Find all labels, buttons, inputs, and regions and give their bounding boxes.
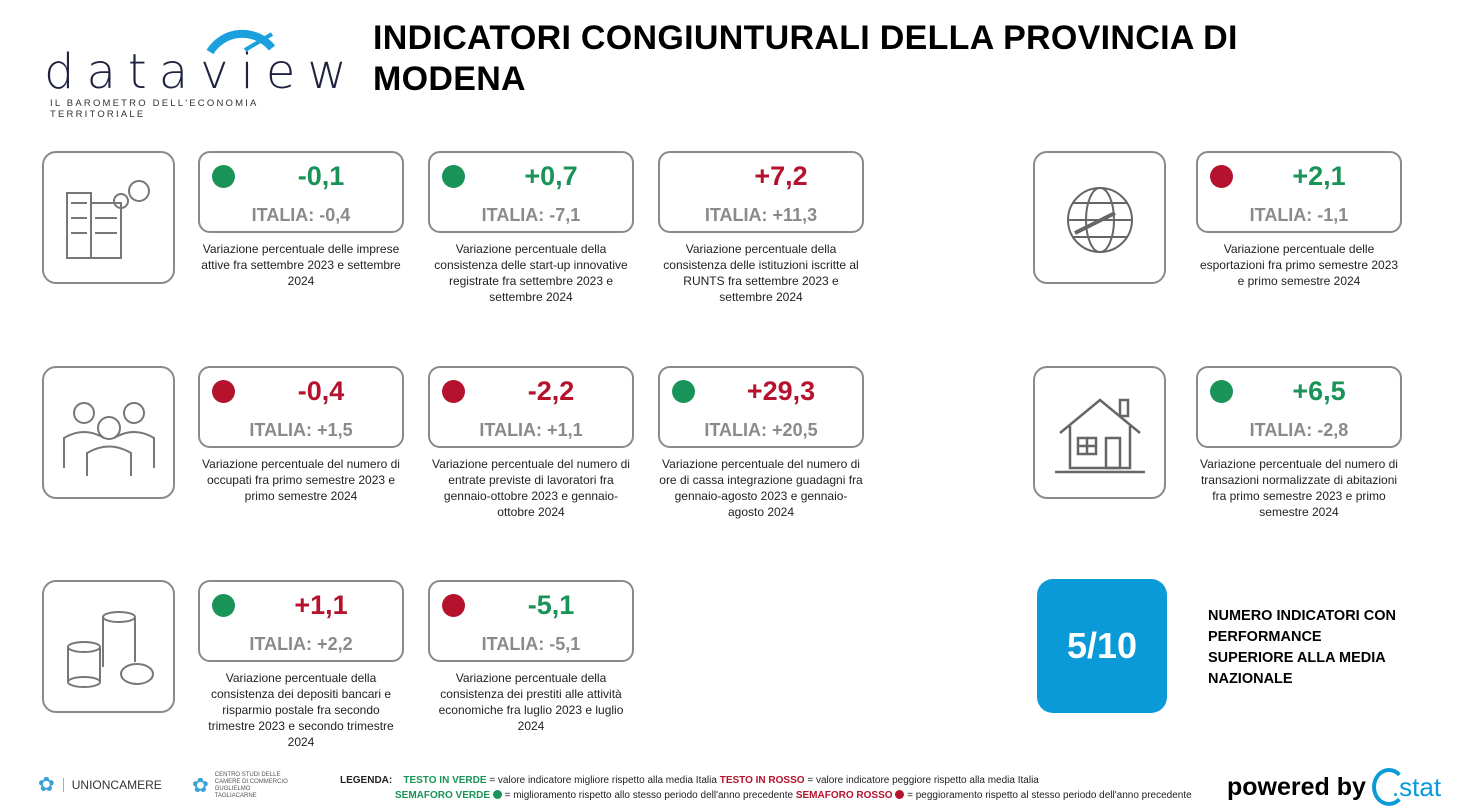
- indicator-card: +0,7 ITALIA: -7,1: [428, 151, 634, 233]
- indicator-value: +2,1: [1292, 161, 1346, 191]
- legend: LEGENDA: TESTO IN VERDE = valore indicat…: [340, 773, 1192, 803]
- legend-testo-verde: TESTO IN VERDE: [403, 775, 487, 786]
- logo-tagline: IL BAROMETRO DELL'ECONOMIA TERRITORIALE: [50, 98, 259, 120]
- legend-title: LEGENDA:: [340, 775, 393, 786]
- indicator-value: +0,7: [524, 161, 578, 191]
- powered-by-text: powered by: [1227, 772, 1366, 801]
- italia-value: ITALIA: -0,4: [251, 205, 351, 225]
- italia-value: ITALIA: +2,2: [249, 634, 353, 654]
- unioncamere-text: UNIONCAMERE: [62, 777, 162, 792]
- indicator-card: +7,2 ITALIA: +11,3: [658, 151, 864, 233]
- legend-testo-verde-desc: = valore indicatore migliore rispetto al…: [489, 775, 717, 786]
- indicator-card: +29,3 ITALIA: +20,5: [658, 366, 864, 448]
- indicator-card: -2,2 ITALIA: +1,1: [428, 366, 634, 448]
- centro-studi-text: CENTRO STUDI DELLE CAMERE DI COMMERCIO G…: [214, 772, 288, 799]
- indicator-description: Variazione percentuale del numero di tra…: [1200, 457, 1398, 519]
- italia-value: ITALIA: -2,8: [1249, 420, 1349, 440]
- indicator-value: +29,3: [746, 376, 816, 406]
- indicator-value: -5,1: [527, 590, 575, 620]
- score-label: NUMERO INDICATORI CON PERFORMANCE SUPERI…: [1208, 608, 1396, 687]
- indicator-card: +6,5 ITALIA: -2,8: [1196, 366, 1402, 448]
- powered-by: powered by .stat: [1227, 768, 1441, 806]
- cstat-brand: .stat: [1391, 771, 1442, 802]
- dataview-logo: dataview IL BAROMETRO DELL'ECONOMIA TERR…: [40, 10, 347, 120]
- indicator-card: -5,1 ITALIA: -5,1: [428, 580, 634, 662]
- italia-value: ITALIA: -7,1: [481, 205, 581, 225]
- legend-testo-rosso-desc: = valore indicatore peggiore rispetto al…: [807, 775, 1039, 786]
- italia-value: ITALIA: -5,1: [481, 634, 581, 654]
- indicator-value: -0,4: [297, 376, 345, 406]
- indicator-description: Variazione percentuale della consistenza…: [434, 242, 628, 304]
- indicator-description: Variazione percentuale delle esportazion…: [1199, 242, 1399, 288]
- people-icon: [42, 366, 175, 499]
- italia-value: ITALIA: +11,3: [704, 205, 818, 225]
- globe-plane-icon: [1033, 151, 1166, 284]
- page-title: INDICATORI CONGIUNTURALI DELLA PROVINCIA…: [373, 19, 1238, 98]
- indicator-value: -0,1: [297, 161, 345, 191]
- red-light-icon: [1210, 165, 1233, 188]
- indicator-description: Variazione percentuale del numero di ent…: [432, 457, 630, 519]
- centro-studi-logo: ✿ CENTRO STUDI DELLE CAMERE DI COMMERCIO…: [192, 772, 290, 800]
- indicator-description: Variazione percentuale della consistenza…: [438, 671, 624, 733]
- cstat-ring-icon: [1371, 768, 1406, 806]
- house-icon: [1033, 366, 1166, 499]
- red-light-icon: [442, 594, 465, 617]
- indicator-value: +6,5: [1292, 376, 1346, 406]
- green-light-icon: [492, 790, 502, 799]
- indicator-card: +2,1 ITALIA: -1,1: [1196, 151, 1402, 233]
- legend-testo-rosso: TESTO IN ROSSO: [719, 775, 805, 786]
- footer: ✿ UNIONCAMERE ✿ CENTRO STUDI DELLE CAMER…: [0, 768, 1482, 808]
- indicator-description: Variazione percentuale delle imprese att…: [201, 242, 401, 288]
- buildings-gears-icon: [42, 151, 175, 284]
- indicator-description: Variazione percentuale della consistenza…: [663, 242, 859, 304]
- cstat-logo: .stat: [1371, 768, 1442, 806]
- italia-value: ITALIA: -1,1: [1249, 205, 1349, 225]
- red-light-icon: [895, 790, 905, 799]
- indicator-card: -0,1 ITALIA: -0,4: [198, 151, 404, 233]
- logo-word: dataview: [44, 44, 359, 100]
- legend-semaforo-verde-desc: = miglioramento rispetto allo stesso per…: [504, 790, 794, 801]
- indicator-value: +7,2: [754, 161, 808, 191]
- green-light-icon: [1210, 380, 1233, 403]
- indicator-value: -2,2: [527, 376, 575, 406]
- italia-value: ITALIA: +1,5: [249, 420, 353, 440]
- italia-value: ITALIA: +20,5: [704, 420, 818, 440]
- coins-icon: [42, 580, 175, 713]
- indicator-card: +1,1 ITALIA: +2,2: [198, 580, 404, 662]
- gauge-icon: [206, 29, 276, 55]
- indicator-description: Variazione percentuale della consistenza…: [208, 671, 394, 749]
- indicator-card: -0,4 ITALIA: +1,5: [198, 366, 404, 448]
- legend-semaforo-rosso: SEMAFORO ROSSO: [795, 790, 893, 801]
- unioncamere-icon: ✿: [38, 774, 55, 796]
- unioncamere-logo: ✿ UNIONCAMERE: [38, 772, 162, 797]
- legend-semaforo-verde: SEMAFORO VERDE: [395, 790, 491, 801]
- score-badge: 5/10: [1037, 579, 1167, 713]
- red-light-icon: [212, 380, 235, 403]
- red-light-icon: [442, 380, 465, 403]
- green-light-icon: [672, 380, 695, 403]
- italia-value: ITALIA: +1,1: [479, 420, 583, 440]
- green-light-icon: [212, 594, 235, 617]
- legend-semaforo-rosso-desc: = peggioramento rispetto al stesso perio…: [907, 790, 1192, 801]
- green-light-icon: [442, 165, 465, 188]
- centro-studi-icon: ✿: [192, 774, 209, 797]
- green-light-icon: [212, 165, 235, 188]
- indicator-description: Variazione percentuale del numero di ore…: [659, 457, 863, 519]
- indicator-description: Variazione percentuale del numero di occ…: [202, 457, 400, 503]
- indicator-value: +1,1: [294, 590, 348, 620]
